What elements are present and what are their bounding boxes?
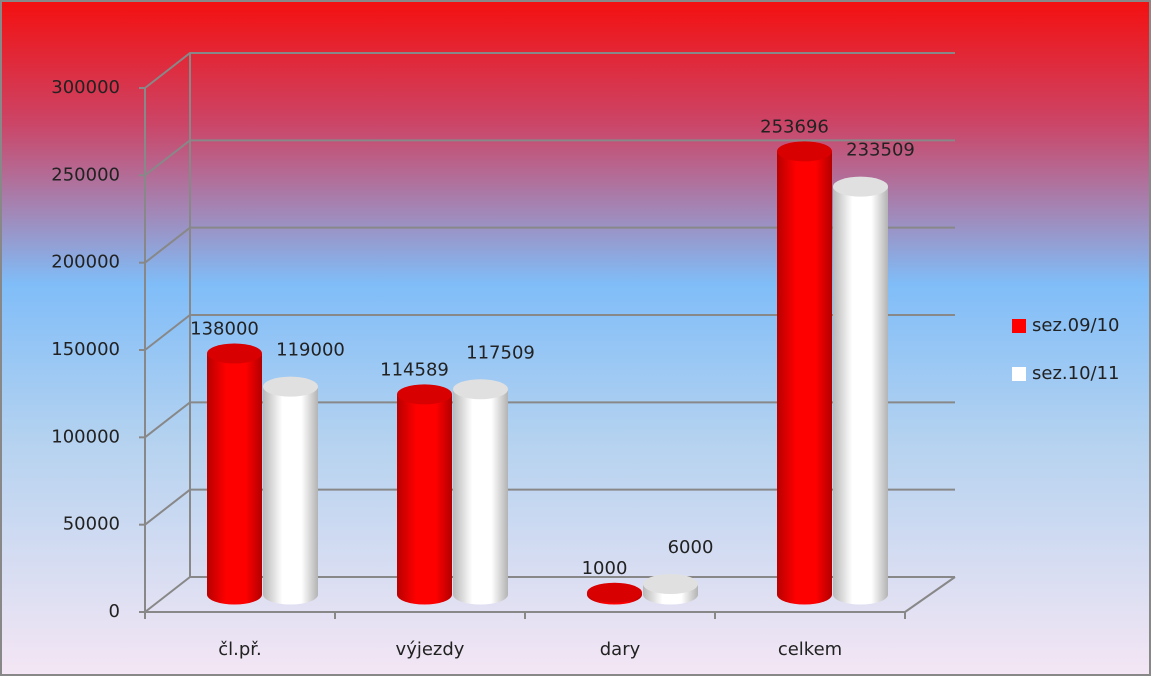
data-label: 119000 [276,340,345,361]
legend-label: sez.10/11 [1032,363,1120,384]
data-label: 253696 [760,116,829,137]
y-tick-label: 100000 [51,426,120,447]
bar-body [263,386,318,605]
data-label: 1000 [582,558,628,579]
bar-top [453,379,508,400]
y-tick-label: 0 [109,601,120,622]
axis-line [904,576,956,613]
x-tick-label: čl.př. [218,639,262,660]
y-tick-label: 50000 [63,514,120,535]
data-label: 117509 [466,342,535,363]
bar-top [207,343,262,364]
grid-line [144,576,955,613]
bar-body [833,186,888,605]
grid-line [144,401,955,439]
y-tick-label: 150000 [51,339,120,360]
data-label: 233509 [846,140,915,161]
bar-body [397,394,452,605]
bar [397,384,452,605]
bar [833,176,888,605]
grid-line [144,314,955,351]
y-tick-label: 300000 [51,77,120,98]
legend-label: sez.09/10 [1032,315,1120,336]
bar-body [777,151,832,605]
bar-body [207,353,262,605]
legend-swatch [1012,319,1026,333]
grid-line [144,488,955,526]
x-tick-label: dary [600,639,641,660]
y-tick-label: 200000 [51,252,120,273]
legend-swatch [1012,367,1026,381]
bar-top [643,574,698,595]
bar [587,582,642,605]
bar-top [833,176,888,197]
x-tick-label: celkem [778,639,842,660]
bar [777,141,832,605]
bar [642,574,698,605]
data-label: 114589 [380,359,449,380]
bar [207,343,262,605]
data-label: 6000 [668,537,714,558]
bar-body [453,389,508,605]
grid-line [144,139,955,177]
bar-top [263,376,318,397]
grid-line [144,52,955,89]
x-tick-label: výjezdy [396,639,465,660]
bar-top [587,582,642,603]
bar-top [397,384,452,405]
y-tick-label: 250000 [51,164,120,185]
bar [453,379,508,605]
grid-line [144,226,955,264]
bar [263,376,318,605]
data-label: 138000 [190,318,259,339]
bar-top [777,141,832,162]
